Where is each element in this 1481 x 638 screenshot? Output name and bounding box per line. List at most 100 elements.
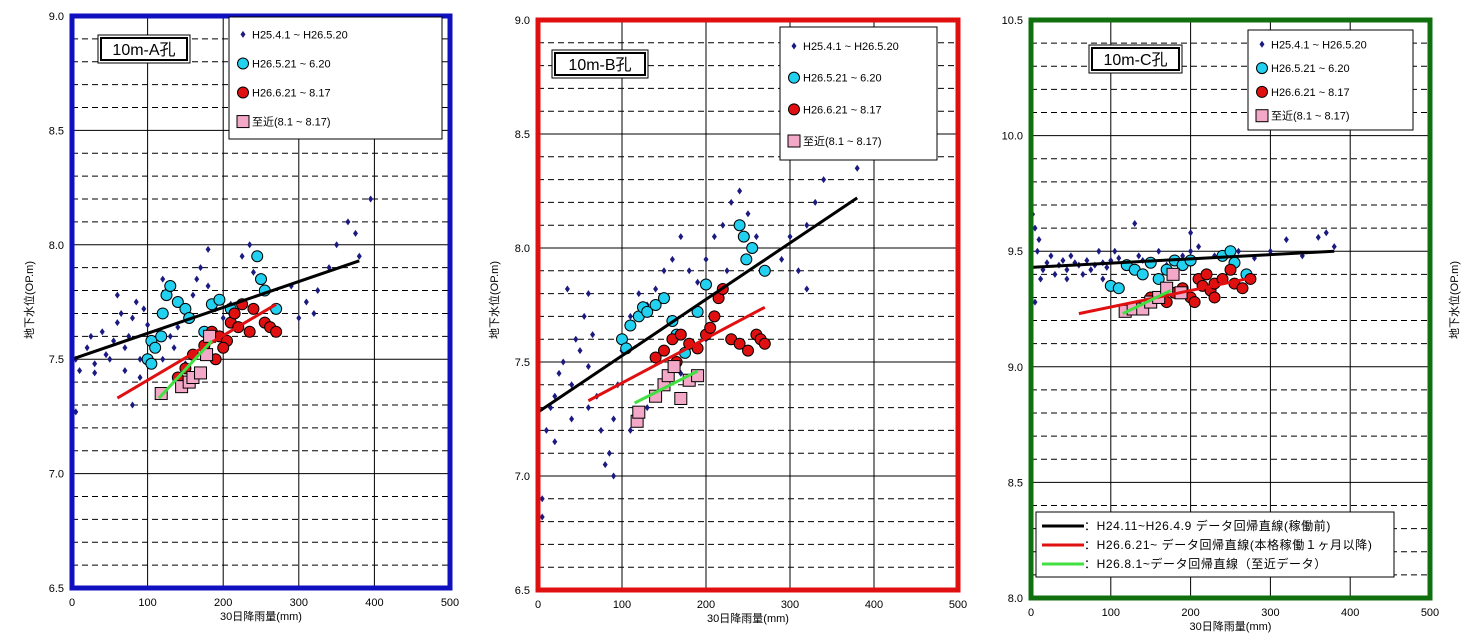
circle-point (164, 279, 177, 292)
diamond-point (315, 287, 321, 295)
regression-line (116, 302, 277, 400)
circle-point (758, 264, 771, 277)
circle-point (171, 296, 184, 308)
diamond-point (368, 195, 374, 203)
x-tick-label: 200 (1181, 607, 1199, 619)
circle-point (758, 337, 771, 350)
diamond-point (103, 351, 109, 359)
circle-point (658, 292, 670, 305)
diamond-point (560, 358, 566, 366)
diamond-point (1088, 266, 1094, 274)
square-point (667, 360, 681, 374)
diamond-point (1180, 252, 1186, 260)
diamond-point (137, 374, 143, 382)
y-tick-label: 8.5 (1008, 477, 1023, 489)
circle-point (1224, 263, 1237, 276)
diamond-point (129, 314, 135, 322)
diamond-point (598, 426, 604, 434)
circle-point (243, 325, 256, 338)
diamond-point (695, 278, 701, 286)
x-tick-label: 200 (697, 599, 715, 611)
diamond-point (114, 291, 120, 299)
diamond-point (1052, 270, 1058, 278)
circle-point (1236, 282, 1249, 295)
legend-series-name: 至近(8.1 ~ 8.17) (803, 135, 882, 148)
x-tick-label: 0 (535, 599, 541, 611)
diamond-point (1112, 247, 1118, 255)
x-tick-label: 500 (949, 599, 967, 611)
diamond-point (247, 241, 253, 249)
diamond-point (585, 290, 591, 298)
diamond-point (239, 252, 245, 260)
y-tick-label: 7.0 (515, 471, 530, 483)
x-tick-label: 400 (365, 597, 383, 609)
diamond-point (611, 415, 617, 423)
square-point (194, 366, 208, 380)
diamond-point (1235, 247, 1241, 255)
legend-circle-marker (788, 103, 800, 116)
diamond-point (160, 275, 166, 283)
diamond-point (556, 369, 562, 377)
diamond-point (1060, 256, 1066, 264)
circle-point (228, 307, 241, 320)
diamond-point (160, 355, 166, 363)
panel-frame (535, 17, 961, 593)
legend-series-name: H26.5.21 ~ 6.20 (803, 73, 882, 85)
circle-point (742, 344, 754, 357)
panel-label: 10m-A孔 (112, 41, 175, 59)
trend-legend-box (1035, 511, 1395, 578)
diamond-point (821, 176, 827, 184)
diamond-point (569, 415, 575, 423)
y-tick-label: 8.5 (49, 125, 64, 137)
circle-point (149, 341, 162, 354)
trend-legend-label: ：H24.11~H26.4.9 データ回帰直線(稼働前) (1084, 518, 1331, 533)
diamond-point (353, 229, 358, 237)
diamond-point (190, 291, 196, 299)
circle-point (733, 219, 746, 232)
diamond-point (644, 404, 650, 412)
tick-labels: 8.0 8.5 9.0 9.5 10.0 10.5 0 100 200 300 400 500 (1002, 15, 1440, 619)
diamond-point (84, 344, 90, 352)
legend-series-name: H26.6.21 ~ 8.17 (803, 104, 882, 116)
diamond-point (1136, 252, 1142, 260)
circle-point (700, 278, 712, 291)
diamond-point (194, 275, 200, 283)
circle-point (251, 250, 264, 263)
circle-point (255, 273, 267, 286)
diamond-point (311, 309, 317, 317)
circle-point (247, 302, 260, 315)
diamond-point (1038, 275, 1044, 283)
x-tick-label: 100 (138, 597, 156, 609)
y-tick-label: 7.0 (49, 469, 64, 481)
legend-series-name: H26.6.21 ~ 8.17 (252, 88, 331, 100)
diamond-point (627, 426, 633, 434)
diamond-point (577, 347, 583, 355)
x-tick-label: 400 (1341, 607, 1359, 619)
legend-series-name: H25.4.1 ~ H26.5.20 (803, 41, 899, 53)
series-3 (649, 283, 771, 368)
tick-labels: 6.5 7.0 7.5 8.0 8.5 9.0 0 100 200 300 400 500 (49, 11, 459, 609)
x-tick-label: 300 (1261, 607, 1279, 619)
legend-series-name: 至近(8.1 ~ 8.17) (1271, 110, 1350, 123)
legend-box (779, 26, 938, 161)
y-tick-label: 7.5 (515, 357, 530, 369)
regression-line (71, 259, 360, 361)
circle-point (213, 293, 226, 306)
y-axis-title: 地下水位(OP.m) (1447, 261, 1461, 339)
circle-point (1188, 296, 1201, 309)
diamond-point (107, 355, 113, 363)
legend-series-name: 至近(8.1 ~ 8.17) (252, 116, 331, 129)
x-tick-label: 200 (214, 597, 232, 609)
diamond-point (1323, 229, 1329, 237)
legend-circle-marker (237, 57, 249, 70)
diamond-point (1315, 233, 1321, 241)
diamond-point (564, 285, 570, 293)
diamond-point (711, 233, 717, 241)
diamond-point (795, 267, 801, 275)
trend-line-legend: ：H24.11~H26.4.9 データ回帰直線(稼働前) ：H26.6.21~ デ… (1035, 511, 1395, 578)
diamond-point (1100, 275, 1106, 283)
x-tick-label: 500 (441, 597, 459, 609)
diamond-point (118, 309, 124, 317)
series-2 (1104, 245, 1253, 295)
